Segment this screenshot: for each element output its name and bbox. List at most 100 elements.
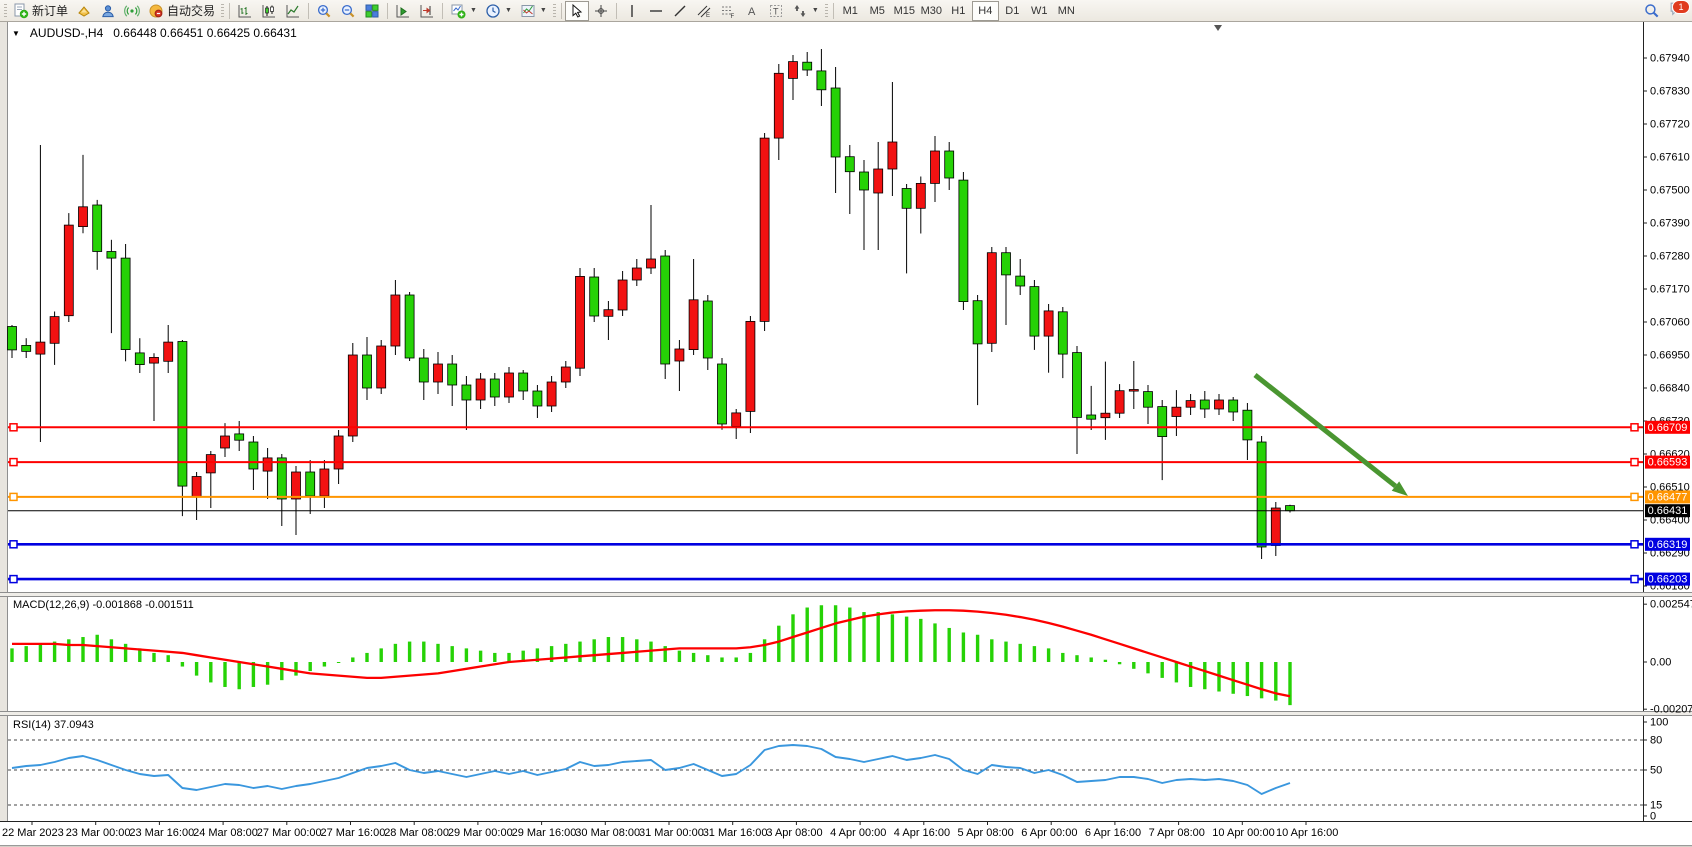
svg-text:23 Mar 00:00: 23 Mar 00:00 <box>66 827 131 839</box>
candle-down <box>120 257 131 351</box>
candlestick-chart-button[interactable] <box>257 1 281 21</box>
notification-badge[interactable]: 1 <box>1672 0 1690 14</box>
search-button[interactable] <box>1639 1 1664 21</box>
timeframe-button-D1[interactable]: D1 <box>999 1 1026 21</box>
candle-up <box>745 320 756 412</box>
chart-shift-marker[interactable] <box>1214 25 1222 31</box>
timeframe-button-W1[interactable]: W1 <box>1026 1 1053 21</box>
horizontal-line-button[interactable] <box>644 1 668 21</box>
candle-up <box>1171 406 1182 417</box>
svg-text:6 Apr 16:00: 6 Apr 16:00 <box>1085 827 1141 839</box>
candle-up <box>390 294 401 347</box>
candle-down <box>1086 414 1097 420</box>
svg-text:0.002547: 0.002547 <box>1650 599 1692 611</box>
macd-bar <box>1160 662 1164 678</box>
macd-bar <box>67 639 71 662</box>
periods-button[interactable]: ▼ <box>481 1 516 21</box>
trend-arrow[interactable] <box>1253 373 1398 489</box>
timeframe-button-M15[interactable]: M15 <box>891 1 918 21</box>
svg-text:0.67720: 0.67720 <box>1650 119 1690 131</box>
timeframe-button-H4[interactable]: H4 <box>971 0 999 21</box>
macd-bar <box>209 662 213 683</box>
svg-text:80: 80 <box>1650 735 1662 747</box>
macd-bar <box>1046 648 1051 662</box>
macd-bar <box>1089 657 1093 662</box>
candle-up <box>1043 310 1054 337</box>
toolbar-separator <box>832 2 834 19</box>
svg-text:10 Apr 16:00: 10 Apr 16:00 <box>1276 827 1338 839</box>
arrows-button[interactable]: ▼ <box>788 1 823 21</box>
macd-bar <box>1146 662 1150 674</box>
candle-up <box>986 252 997 344</box>
timeframe-button-M1[interactable]: M1 <box>837 1 864 21</box>
candle-down <box>1057 311 1068 355</box>
bar-chart-button[interactable] <box>233 1 257 21</box>
price-label-0.66709: 0.66709 <box>1648 422 1688 434</box>
tile-windows-button[interactable] <box>360 1 384 21</box>
text-icon: A <box>744 3 760 19</box>
macd-bar <box>138 648 142 662</box>
macd-bar <box>677 650 682 662</box>
price-label-0.66431: 0.66431 <box>1648 505 1688 517</box>
collapse-triangle-icon[interactable]: ▼ <box>12 28 20 38</box>
auto-scroll-button[interactable] <box>391 1 415 21</box>
candle-up <box>1214 399 1224 410</box>
price-label-box <box>1645 537 1690 551</box>
svg-text:F: F <box>730 14 734 19</box>
macd-bar <box>848 607 852 662</box>
new-order-button[interactable]: 新订单 <box>9 1 72 21</box>
macd-bar <box>578 641 582 662</box>
line-handle <box>9 492 18 502</box>
candle-up <box>376 345 387 389</box>
candle-up <box>191 476 202 498</box>
templates-button[interactable]: ▼ <box>516 1 551 21</box>
account-button[interactable] <box>96 1 120 21</box>
price-label-0.66477: 0.66477 <box>1648 491 1688 503</box>
text-label-button[interactable]: T <box>764 1 788 21</box>
candle-down <box>1029 286 1040 337</box>
timeframe-button-H1[interactable]: H1 <box>945 1 972 21</box>
chart-symbol-period: AUDUSD-,H4 <box>29 26 104 40</box>
channel-icon: E <box>696 3 712 19</box>
macd-bar <box>663 646 667 662</box>
macd-label: MACD(12,26,9) -0.001868 -0.001511 <box>13 599 194 611</box>
macd-bar <box>237 662 241 690</box>
autotrading-button[interactable]: 自动交易 <box>144 1 219 21</box>
timeframe-button-M5[interactable]: M5 <box>864 1 891 21</box>
indicators-button[interactable]: ▼ <box>446 1 481 21</box>
cursor-button[interactable] <box>564 0 589 21</box>
macd-bar <box>734 657 738 662</box>
chart-shift-button[interactable] <box>415 1 439 21</box>
trendline-button[interactable] <box>668 1 692 21</box>
macd-bar <box>322 662 327 667</box>
vertical-line-button[interactable] <box>620 1 644 21</box>
line-chart-button[interactable] <box>281 1 305 21</box>
timeframe-button-MN[interactable]: MN <box>1053 1 1080 21</box>
zoom-in-icon <box>316 3 332 19</box>
candle-down <box>1072 352 1082 418</box>
channel-button[interactable]: E <box>692 1 716 21</box>
candle-down <box>802 61 813 71</box>
candle-down <box>92 204 103 252</box>
timeframe-button-M30[interactable]: M30 <box>918 1 945 21</box>
zoom-in-button[interactable] <box>312 1 336 21</box>
signals-button[interactable] <box>120 1 144 21</box>
svg-text:5 Apr 08:00: 5 Apr 08:00 <box>958 827 1014 839</box>
candle-down <box>816 70 827 91</box>
crosshair-button[interactable] <box>589 1 613 21</box>
svg-text:10 Apr 00:00: 10 Apr 00:00 <box>1212 827 1274 839</box>
zoom-out-button[interactable] <box>336 1 360 21</box>
fibonacci-button[interactable]: F <box>716 1 740 21</box>
svg-text:E: E <box>706 13 710 19</box>
deposit-button[interactable] <box>72 1 96 21</box>
macd-bar <box>81 637 85 662</box>
toolbar-grip <box>221 3 225 18</box>
chevron-down-icon: ▼ <box>811 7 819 14</box>
macd-bar <box>38 643 43 662</box>
macd-bar <box>1004 641 1008 662</box>
macd-bar <box>166 655 170 662</box>
text-button[interactable]: A <box>740 1 764 21</box>
candle-up <box>788 61 798 79</box>
macd-bar <box>251 662 256 687</box>
